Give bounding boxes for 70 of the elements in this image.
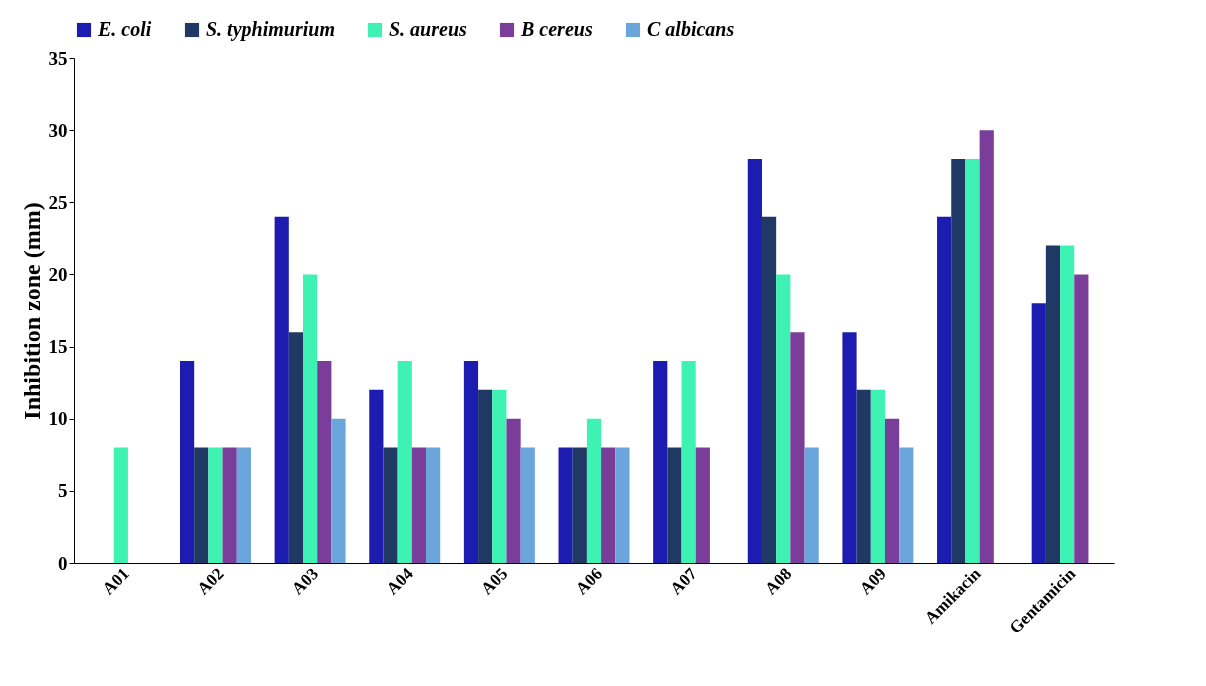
bar xyxy=(478,389,493,563)
bar xyxy=(288,332,304,563)
bar xyxy=(520,447,535,563)
bar xyxy=(492,389,507,563)
bar xyxy=(208,447,223,563)
bar xyxy=(1031,303,1046,563)
x-tick-label: A06 xyxy=(571,564,607,599)
bar xyxy=(842,332,857,563)
bar xyxy=(884,418,900,563)
bar xyxy=(426,447,441,563)
legend-label: C albicans xyxy=(647,18,735,40)
bar xyxy=(194,447,209,563)
bar xyxy=(695,447,710,563)
x-tick-label: A02 xyxy=(193,564,228,599)
x-tick-label: A09 xyxy=(855,564,890,599)
y-axis-title: Inhibition zone (mm) xyxy=(18,202,45,420)
y-tick-label: 5 xyxy=(58,480,68,502)
y-tick-label: 0 xyxy=(58,552,68,574)
bar xyxy=(790,332,805,563)
bar xyxy=(113,447,128,563)
bar xyxy=(856,389,871,563)
bar xyxy=(506,418,521,563)
bar xyxy=(274,216,289,563)
bar xyxy=(870,389,885,563)
bar xyxy=(601,447,616,563)
bar xyxy=(667,447,682,563)
legend-label: E. coli xyxy=(97,18,152,40)
x-tick-label: A08 xyxy=(761,564,796,599)
x-tick-label: A05 xyxy=(477,564,512,599)
bar xyxy=(747,159,762,563)
y-tick-label: 30 xyxy=(48,119,68,141)
bar xyxy=(463,361,479,563)
y-tick-label: 20 xyxy=(48,263,68,285)
bar xyxy=(899,447,914,563)
bar xyxy=(222,447,237,563)
bar xyxy=(383,447,398,563)
bar xyxy=(572,447,587,563)
bar xyxy=(804,447,819,563)
legend-label: B cereus xyxy=(520,18,593,40)
y-tick-label: 25 xyxy=(48,191,68,213)
bar xyxy=(411,447,427,563)
y-tick-label: 10 xyxy=(48,408,68,430)
bar xyxy=(369,389,384,563)
bar xyxy=(303,274,318,563)
bar xyxy=(653,361,668,563)
bar xyxy=(1060,245,1075,563)
bar xyxy=(1074,274,1089,563)
bar xyxy=(776,274,791,563)
bar xyxy=(951,159,966,563)
bar xyxy=(965,159,980,563)
y-tick-label: 15 xyxy=(48,336,68,358)
bar xyxy=(236,447,251,563)
legend-label: S. typhimurium xyxy=(206,18,335,41)
x-tick-label: A04 xyxy=(382,563,418,599)
x-tick-label: A01 xyxy=(98,564,133,599)
bar xyxy=(558,447,573,563)
bar xyxy=(331,418,346,563)
bar xyxy=(937,216,952,563)
bar xyxy=(979,130,994,563)
bar xyxy=(397,361,412,563)
legend-label: S. aureus xyxy=(389,18,468,40)
bar xyxy=(761,216,777,563)
bar xyxy=(317,361,332,563)
bar xyxy=(586,418,602,563)
bar xyxy=(681,361,696,563)
y-tick-label: 35 xyxy=(48,47,68,69)
x-tick-label: A03 xyxy=(287,564,323,599)
bar xyxy=(179,361,195,563)
bar xyxy=(1045,245,1061,563)
bar xyxy=(615,447,630,563)
